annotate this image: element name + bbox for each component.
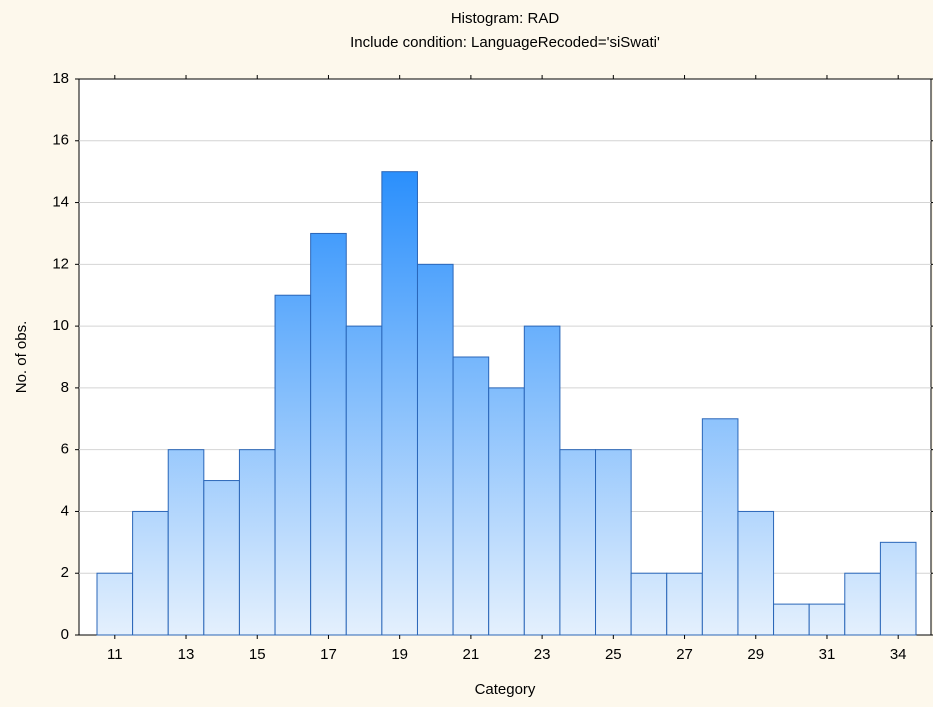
y-tick-label: 10	[52, 317, 69, 334]
bar	[132, 510, 169, 636]
bar	[595, 449, 632, 636]
y-tick-label: 4	[61, 502, 69, 519]
chart-subtitle: Include condition: LanguageRecoded='siSw…	[350, 34, 660, 51]
bar	[488, 387, 525, 636]
bar	[310, 232, 347, 636]
x-tick-label: 29	[747, 646, 764, 663]
bar	[238, 449, 276, 636]
bar	[559, 449, 597, 636]
bar	[416, 263, 454, 636]
bar	[737, 510, 775, 636]
y-tick-label: 12	[52, 255, 69, 272]
y-axis-label: No. of obs.	[13, 321, 30, 394]
chart-title: Histogram: RAD	[451, 10, 560, 27]
x-tick-label: 17	[320, 646, 337, 663]
bar	[381, 171, 418, 636]
bar	[167, 449, 205, 636]
bar	[844, 572, 881, 636]
bar	[630, 572, 668, 636]
x-tick-label: 11	[107, 646, 123, 663]
x-tick-label: 23	[534, 646, 551, 663]
y-tick-label: 0	[61, 626, 69, 643]
x-tick-label: 25	[605, 646, 622, 663]
bar	[666, 572, 703, 636]
x-tick-label: 21	[463, 646, 480, 663]
y-tick-label: 6	[61, 441, 69, 458]
y-tick-label: 2	[61, 564, 69, 581]
plot: 0 2 4 6 8 10 12 14 16 18 11 13 15 17 19 21 23 25 27 29 31 34	[52, 70, 933, 663]
x-axis-label: Category	[475, 681, 536, 698]
bar	[808, 603, 846, 636]
y-tick-label: 14	[52, 194, 69, 211]
x-tick-label: 34	[890, 646, 907, 663]
x-tick-label: 31	[819, 646, 836, 663]
x-tick-label: 15	[249, 646, 266, 663]
bar	[879, 541, 917, 636]
bar	[773, 603, 810, 636]
bar	[203, 480, 240, 636]
bar	[701, 418, 739, 636]
x-tick-label: 27	[676, 646, 693, 663]
y-tick-label: 16	[52, 132, 69, 149]
x-tick-label: 19	[391, 646, 408, 663]
bar	[523, 325, 561, 636]
bar	[452, 356, 490, 636]
x-tick-label: 13	[178, 646, 195, 663]
bar	[96, 572, 134, 636]
bar	[274, 294, 312, 636]
y-tick-label: 18	[52, 70, 69, 87]
bar	[345, 325, 383, 636]
y-tick-label: 8	[61, 379, 69, 396]
